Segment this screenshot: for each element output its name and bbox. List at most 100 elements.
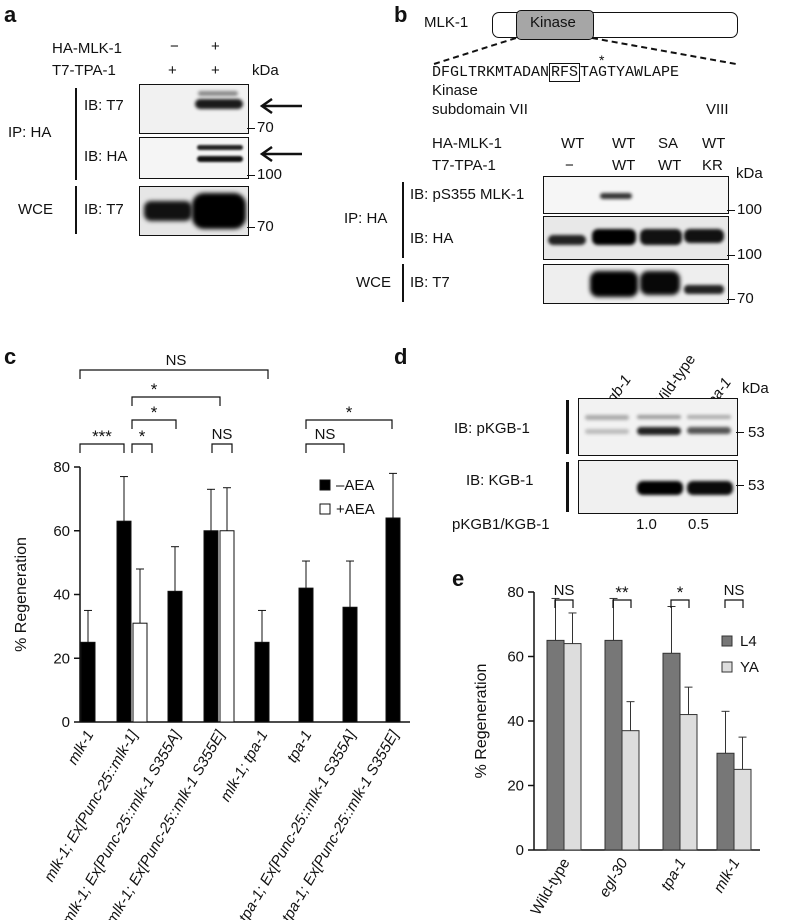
e-significance-bracket bbox=[612, 599, 632, 608]
a-blot-wce bbox=[139, 186, 249, 236]
e-significance-label: NS bbox=[554, 582, 575, 599]
e-bar bbox=[563, 643, 582, 851]
a-wce-bracket bbox=[75, 186, 77, 234]
a-blot-t7 bbox=[139, 84, 249, 134]
c-legend-label-2: +AEA bbox=[336, 501, 375, 518]
b-sub7-label: subdomain VII bbox=[432, 101, 528, 118]
c-category-label: tpa-1 bbox=[284, 728, 316, 766]
c-y-tick-label: 40 bbox=[53, 587, 70, 604]
b-row2-val3: WT bbox=[658, 157, 682, 174]
d-bracket-1 bbox=[566, 400, 569, 454]
c-significance-label: NS bbox=[315, 426, 336, 443]
b-blot-ps355 bbox=[543, 176, 729, 214]
panel-label-d: d bbox=[394, 344, 408, 369]
c-significance-label: * bbox=[346, 403, 353, 422]
b-row1-val4: WT bbox=[702, 135, 726, 152]
c-legend-swatch-1 bbox=[319, 479, 331, 491]
d-ib2-label: IB: KGB-1 bbox=[466, 472, 534, 489]
b-row1-val3: SA bbox=[658, 135, 679, 152]
c-significance-bracket bbox=[211, 443, 233, 453]
a-ib1-label: IB: T7 bbox=[84, 97, 124, 114]
b-row1-val1: WT bbox=[561, 135, 585, 152]
e-category-label: tpa-1 bbox=[658, 856, 690, 894]
a-marker-70b: 70 bbox=[257, 218, 274, 235]
c-significance-label: * bbox=[151, 403, 158, 422]
b-kinase-label: Kinase bbox=[530, 14, 576, 31]
b-seq-box: RFS bbox=[549, 63, 581, 82]
c-bar bbox=[132, 622, 148, 723]
c-bar bbox=[342, 606, 358, 723]
c-bar bbox=[298, 587, 314, 723]
e-bar bbox=[679, 714, 698, 851]
b-ib2-label: IB: HA bbox=[410, 230, 454, 247]
panel-label-c: c bbox=[4, 344, 17, 369]
b-ib3-label: IB: T7 bbox=[410, 274, 450, 291]
b-sub-label: Kinase bbox=[432, 82, 478, 99]
e-significance-label: * bbox=[677, 583, 684, 602]
e-significance-bracket bbox=[554, 599, 574, 608]
c-legend-swatch-2 bbox=[319, 503, 331, 515]
d-ratio-label: pKGB1/KGB-1 bbox=[452, 516, 550, 533]
d-ratio-wildtype: 1.0 bbox=[636, 516, 657, 533]
c-category-label: mlk-1 bbox=[64, 728, 97, 768]
b-marker-100a: 100 bbox=[737, 201, 763, 218]
d-blot-pkgb1 bbox=[578, 398, 738, 456]
e-y-tick-label: 80 bbox=[507, 584, 524, 601]
e-significance-bracket bbox=[724, 599, 744, 608]
c-bar bbox=[254, 641, 270, 723]
e-y-tick-label: 40 bbox=[507, 713, 524, 730]
c-significance-bracket bbox=[305, 443, 345, 453]
a-ip-bracket bbox=[75, 88, 77, 180]
e-legend-swatch-2 bbox=[721, 661, 733, 673]
d-marker-53b: 53 bbox=[748, 477, 765, 494]
chart-e: 0 20 40 60 80 % Regeneration Wild-type egl-30 tp… bbox=[473, 582, 760, 918]
b-ip-label: IP: HA bbox=[344, 210, 388, 227]
d-blot-kgb1 bbox=[578, 460, 738, 514]
a-row1-val1: − bbox=[170, 38, 179, 55]
c-bar bbox=[385, 517, 401, 723]
d-marker-53a: 53 bbox=[748, 424, 765, 441]
a-row2-label: T7-TPA-1 bbox=[52, 62, 116, 79]
e-category-label: egl-30 bbox=[596, 855, 632, 900]
e-bar bbox=[662, 652, 681, 851]
a-arrow-icon-2 bbox=[259, 146, 302, 162]
c-legend-label-1: –AEA bbox=[336, 477, 374, 494]
b-row2-val2: WT bbox=[612, 157, 636, 174]
e-legend-swatch-1 bbox=[721, 635, 733, 647]
a-marker-70a: 70 bbox=[257, 119, 274, 136]
b-row2-val4: KR bbox=[702, 157, 723, 174]
b-ip-bracket bbox=[402, 182, 404, 258]
b-kda: kDa bbox=[736, 165, 763, 182]
b-kinase-domain bbox=[516, 10, 594, 40]
b-wce-label: WCE bbox=[356, 274, 391, 291]
a-ib2-label: IB: HA bbox=[84, 148, 128, 165]
c-significance-label: NS bbox=[166, 352, 187, 369]
c-significance-label: * bbox=[139, 427, 146, 446]
c-significance-bracket bbox=[131, 419, 177, 429]
a-row2-val1: + bbox=[168, 62, 177, 79]
a-row1-label: HA-MLK-1 bbox=[52, 40, 123, 57]
c-significance-bracket bbox=[131, 396, 221, 406]
c-significance-bracket bbox=[305, 419, 393, 429]
b-protein-bar bbox=[492, 12, 738, 38]
d-ib1-label: IB: pKGB-1 bbox=[454, 420, 530, 437]
e-y-tick-label: 60 bbox=[507, 649, 524, 666]
a-marker-100: 100 bbox=[257, 166, 283, 183]
b-row1-val2: WT bbox=[612, 135, 636, 152]
c-significance-bracket bbox=[79, 369, 269, 379]
e-y-tick-label: 20 bbox=[507, 778, 524, 795]
b-seq-post: TAGTYAWLAPE bbox=[580, 64, 680, 81]
c-bar bbox=[219, 530, 235, 723]
c-bar bbox=[203, 530, 219, 723]
e-significance-bracket bbox=[670, 599, 690, 608]
d-bracket-2 bbox=[566, 462, 569, 512]
b-ib1-label: IB: pS355 MLK-1 bbox=[410, 186, 525, 203]
b-row2-val1: − bbox=[565, 157, 574, 174]
c-significance-label: NS bbox=[212, 426, 233, 443]
a-arrow-icon-1 bbox=[259, 98, 302, 114]
e-y-axis-label: % Regeneration bbox=[473, 664, 490, 779]
c-y-tick-label: 20 bbox=[53, 650, 70, 667]
b-star: * bbox=[599, 52, 605, 68]
b-seq-pre: DFGLTRKMTADAN bbox=[432, 64, 550, 81]
c-significance-label: * bbox=[151, 380, 158, 399]
